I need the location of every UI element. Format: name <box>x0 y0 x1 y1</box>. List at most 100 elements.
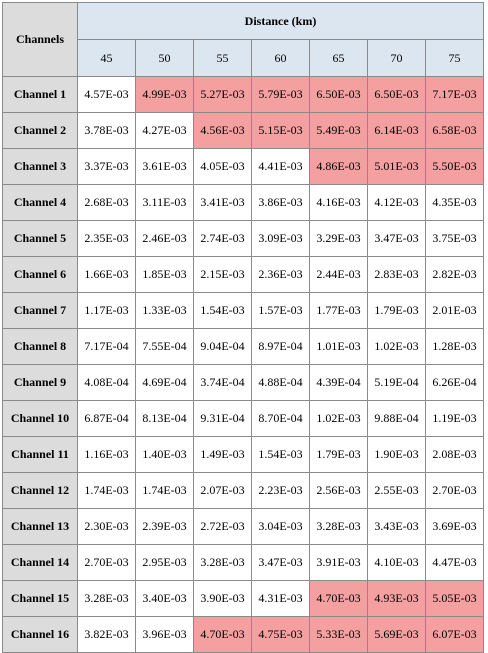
value-cell: 2.68E-03 <box>77 184 136 221</box>
value-cell: 3.37E-03 <box>77 148 136 185</box>
value-cell: 2.70E-03 <box>425 472 484 509</box>
row-header-channel: Channel 13 <box>2 508 78 545</box>
value-cell: 1.02E-03 <box>309 400 368 437</box>
value-cell: 6.26E-04 <box>425 364 484 401</box>
value-cell: 3.90E-03 <box>193 580 252 617</box>
distance-group-header: Distance (km) <box>77 2 484 40</box>
value-cell: 1.85E-03 <box>135 256 194 293</box>
value-cell: 3.47E-03 <box>367 220 426 257</box>
table-row: Channel 5 2.35E-03 2.46E-03 2.74E-03 3.09E-0… <box>2 220 484 257</box>
row-header-channel: Channel 8 <box>2 328 78 365</box>
value-cell: 1.79E-03 <box>309 436 368 473</box>
value-cell: 8.97E-04 <box>251 328 310 365</box>
row-header-channel: Channel 11 <box>2 436 78 473</box>
value-cell: 1.19E-03 <box>425 400 484 437</box>
value-cell: 3.47E-03 <box>251 544 310 581</box>
distance-header-65: 65 <box>309 39 368 77</box>
value-cell: 9.31E-04 <box>193 400 252 437</box>
value-cell: 3.28E-03 <box>309 508 368 545</box>
value-cell-highlighted: 7.17E-03 <box>425 76 484 113</box>
value-cell: 9.88E-04 <box>367 400 426 437</box>
value-cell: 4.05E-03 <box>193 148 252 185</box>
value-cell: 2.07E-03 <box>193 472 252 509</box>
value-cell-highlighted: 5.50E-03 <box>425 148 484 185</box>
table-row: Channel 15 3.28E-03 3.40E-03 3.90E-03 4.31E-… <box>2 580 484 617</box>
value-cell: 1.33E-03 <box>135 292 194 329</box>
value-cell: 4.69E-04 <box>135 364 194 401</box>
value-cell: 1.79E-03 <box>367 292 426 329</box>
value-cell-highlighted: 4.99E-03 <box>135 76 194 113</box>
distance-header-60: 60 <box>251 39 310 77</box>
value-cell: 2.08E-03 <box>425 436 484 473</box>
value-cell: 2.39E-03 <box>135 508 194 545</box>
value-cell-highlighted: 4.70E-03 <box>193 616 252 653</box>
row-header-channel: Channel 2 <box>2 112 78 149</box>
value-cell: 3.41E-03 <box>193 184 252 221</box>
value-cell: 1.54E-03 <box>251 436 310 473</box>
value-cell: 4.16E-03 <box>309 184 368 221</box>
value-cell: 7.55E-04 <box>135 328 194 365</box>
value-cell: 3.61E-03 <box>135 148 194 185</box>
value-cell: 3.75E-03 <box>425 220 484 257</box>
value-cell-highlighted: 5.79E-03 <box>251 76 310 113</box>
value-cell: 1.57E-03 <box>251 292 310 329</box>
channels-header: Channels <box>2 2 78 77</box>
value-cell: 3.86E-03 <box>251 184 310 221</box>
value-cell: 1.74E-03 <box>77 472 136 509</box>
value-cell: 2.30E-03 <box>77 508 136 545</box>
value-cell: 3.04E-03 <box>251 508 310 545</box>
value-cell: 1.02E-03 <box>367 328 426 365</box>
value-cell: 3.29E-03 <box>309 220 368 257</box>
table-row: Channel 9 4.08E-04 4.69E-04 3.74E-04 4.88E-0… <box>2 364 484 401</box>
table-row: Channel 14 2.70E-03 2.95E-03 3.28E-03 3.47E-… <box>2 544 484 581</box>
distance-header-50: 50 <box>135 39 194 77</box>
value-cell: 3.28E-03 <box>193 544 252 581</box>
distance-header-55: 55 <box>193 39 252 77</box>
value-cell: 2.01E-03 <box>425 292 484 329</box>
value-cell-highlighted: 5.01E-03 <box>367 148 426 185</box>
value-cell: 4.12E-03 <box>367 184 426 221</box>
table-row: Channel 6 1.66E-03 1.85E-03 2.15E-03 2.36E-0… <box>2 256 484 293</box>
row-header-channel: Channel 1 <box>2 76 78 113</box>
row-header-channel: Channel 3 <box>2 148 78 185</box>
value-cell: 2.70E-03 <box>77 544 136 581</box>
value-cell-highlighted: 5.49E-03 <box>309 112 368 149</box>
value-cell-highlighted: 5.33E-03 <box>309 616 368 653</box>
value-cell: 1.17E-03 <box>77 292 136 329</box>
value-cell: 2.82E-03 <box>425 256 484 293</box>
value-cell: 2.74E-03 <box>193 220 252 257</box>
value-cell: 4.88E-04 <box>251 364 310 401</box>
distance-header-45: 45 <box>77 39 136 77</box>
value-cell-highlighted: 5.05E-03 <box>425 580 484 617</box>
value-cell: 3.11E-03 <box>135 184 194 221</box>
value-cell: 8.70E-04 <box>251 400 310 437</box>
value-cell-highlighted: 5.27E-03 <box>193 76 252 113</box>
value-cell: 3.43E-03 <box>367 508 426 545</box>
row-header-channel: Channel 7 <box>2 292 78 329</box>
value-cell: 4.41E-03 <box>251 148 310 185</box>
value-cell: 1.16E-03 <box>77 436 136 473</box>
distance-header-row: 45 50 55 60 65 70 75 <box>3 39 484 77</box>
value-cell: 4.47E-03 <box>425 544 484 581</box>
distance-header-75: 75 <box>425 39 484 77</box>
value-cell: 3.09E-03 <box>251 220 310 257</box>
value-cell: 3.69E-03 <box>425 508 484 545</box>
table-row: Channel 3 3.37E-03 3.61E-03 4.05E-03 4.41E-0… <box>2 148 484 185</box>
value-cell-highlighted: 4.75E-03 <box>251 616 310 653</box>
value-cell: 3.28E-03 <box>77 580 136 617</box>
value-cell-highlighted: 6.50E-03 <box>309 76 368 113</box>
value-cell: 4.35E-03 <box>425 184 484 221</box>
value-cell-highlighted: 5.15E-03 <box>251 112 310 149</box>
value-cell: 9.04E-04 <box>193 328 252 365</box>
value-cell: 2.72E-03 <box>193 508 252 545</box>
value-cell: 1.74E-03 <box>135 472 194 509</box>
value-cell-highlighted: 6.58E-03 <box>425 112 484 149</box>
value-cell: 1.49E-03 <box>193 436 252 473</box>
value-cell: 4.57E-03 <box>77 76 136 113</box>
value-cell: 4.08E-04 <box>77 364 136 401</box>
value-cell: 2.55E-03 <box>367 472 426 509</box>
value-cell: 1.54E-03 <box>193 292 252 329</box>
table-body: Channel 1 4.57E-03 4.99E-03 5.27E-03 5.79E-0… <box>2 76 484 653</box>
table-row: Channel 13 2.30E-03 2.39E-03 2.72E-03 3.04E-… <box>2 508 484 545</box>
table-row: Channel 4 2.68E-03 3.11E-03 3.41E-03 3.86E-0… <box>2 184 484 221</box>
